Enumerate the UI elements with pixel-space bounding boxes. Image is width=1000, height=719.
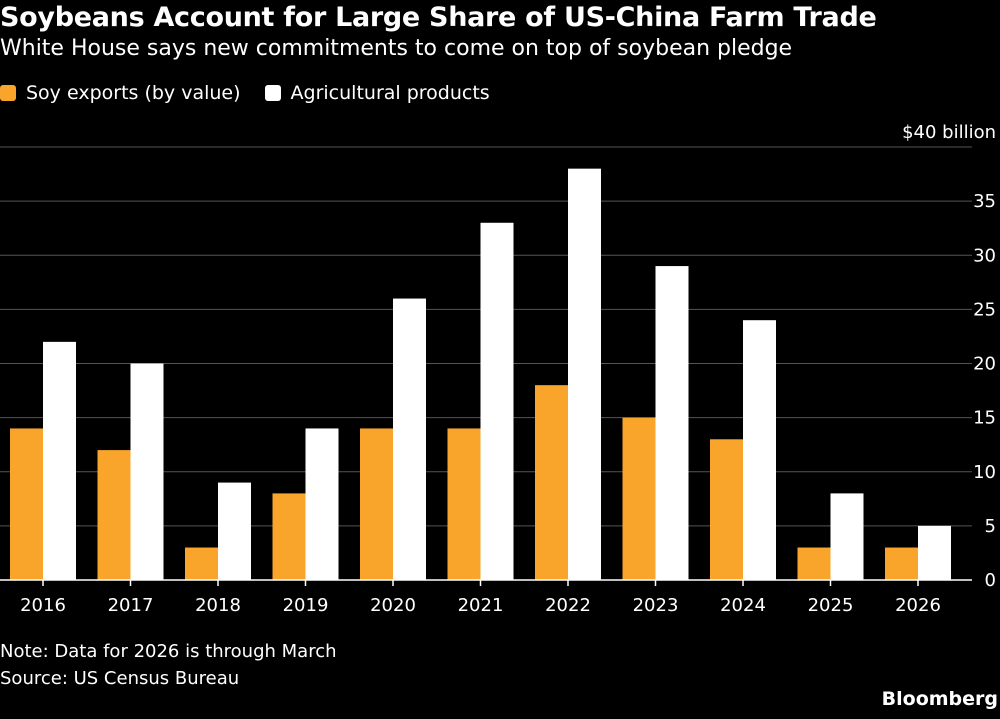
y-tick-label: 10 <box>973 462 996 483</box>
legend-item-soy: Soy exports (by value) <box>0 82 241 104</box>
y-tick-label: 0 <box>985 570 996 591</box>
bar-agricultural <box>568 168 601 580</box>
y-tick-label: 35 <box>973 191 996 212</box>
bar-agricultural <box>918 525 951 580</box>
bar-agricultural <box>218 482 251 580</box>
bar-soy <box>535 385 568 580</box>
legend-swatch-agricultural <box>264 85 281 101</box>
bar-agricultural <box>480 222 514 580</box>
x-tick-label: 2026 <box>895 595 941 616</box>
x-tick-label: 2024 <box>720 595 766 616</box>
footer-source: Source: US Census Bureau <box>0 668 240 689</box>
legend-label-soy: Soy exports (by value) <box>26 82 241 104</box>
bloomberg-logo: Bloomberg <box>881 688 998 710</box>
y-tick-label: 25 <box>973 299 996 320</box>
x-tick-label: 2025 <box>808 595 854 616</box>
bar-soy <box>185 547 218 580</box>
x-tick-label: 2018 <box>195 595 241 616</box>
x-tick-label: 2017 <box>108 595 154 616</box>
bar-agricultural <box>130 363 164 580</box>
bar-soy <box>710 439 743 580</box>
legend: Soy exports (by value) Agricultural prod… <box>0 82 514 104</box>
x-tick-label: 2023 <box>633 595 679 616</box>
bar-soy <box>97 450 131 580</box>
chart-title: Soybeans Account for Large Share of US-C… <box>0 2 877 33</box>
bar-soy <box>272 493 306 580</box>
y-tick-label: 20 <box>973 354 996 375</box>
legend-label-agricultural: Agricultural products <box>290 82 490 104</box>
bar-agricultural <box>830 493 864 580</box>
x-tick-label: 2021 <box>458 595 504 616</box>
y-tick-label: $40 billion <box>902 122 996 143</box>
y-tick-label: 30 <box>973 245 996 266</box>
x-tick-label: 2020 <box>370 595 416 616</box>
footer-note: Note: Data for 2026 is through March <box>0 641 337 662</box>
bar-agricultural <box>393 298 426 580</box>
bar-agricultural <box>43 341 76 580</box>
bar-soy <box>622 417 656 580</box>
bar-soy <box>797 547 831 580</box>
x-tick-label: 2019 <box>283 595 329 616</box>
bar-agricultural <box>305 428 339 580</box>
bar-soy <box>360 428 393 580</box>
y-tick-label: 5 <box>985 516 996 537</box>
legend-item-agricultural: Agricultural products <box>264 82 490 104</box>
chart-subtitle: White House says new commitments to come… <box>0 36 793 61</box>
bar-soy <box>447 428 481 580</box>
bar-agricultural <box>743 320 776 580</box>
bar-agricultural <box>655 266 689 580</box>
x-tick-label: 2016 <box>20 595 66 616</box>
y-tick-label: 15 <box>973 408 996 429</box>
legend-swatch-soy <box>0 85 16 101</box>
bar-soy <box>885 547 918 580</box>
bar-soy <box>10 428 43 580</box>
x-tick-label: 2022 <box>545 595 591 616</box>
